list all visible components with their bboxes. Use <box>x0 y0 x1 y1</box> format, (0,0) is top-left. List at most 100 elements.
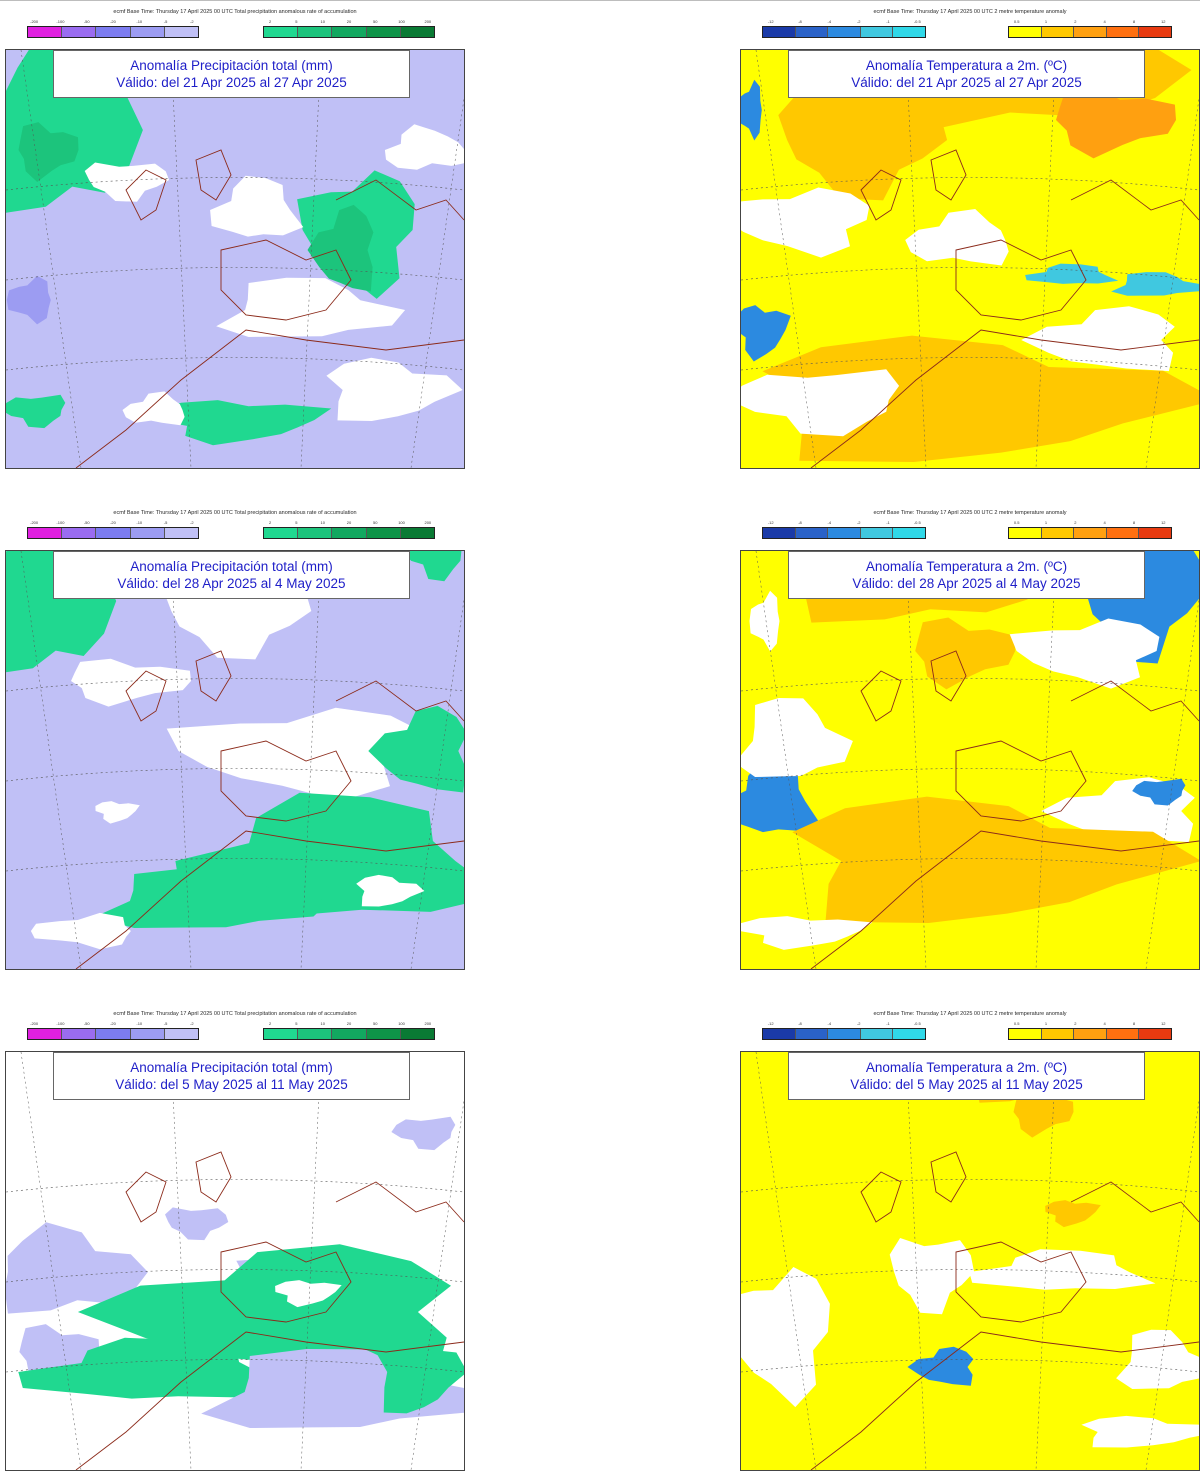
colorbar-tick-label: -0.5 <box>913 520 921 525</box>
anomaly-region <box>1021 306 1175 372</box>
anomaly-region <box>1081 1415 1199 1448</box>
panel-header: ecmf Base Time: Thursday 17 April 2025 0… <box>113 510 357 516</box>
colorbar-tick-label: 2 <box>1074 520 1077 525</box>
anomaly-region <box>741 1267 830 1408</box>
validity-period: Válido: del 21 Apr 2025 al 27 Apr 2025 <box>116 75 347 90</box>
colorbar-tick-label: -5 <box>163 19 168 24</box>
anomaly-region <box>153 400 332 446</box>
anomaly-region <box>889 1238 975 1315</box>
colorbar-swatch <box>264 1029 299 1039</box>
anomaly-region <box>6 1222 148 1314</box>
colorbar-tick-label: 200 <box>424 520 432 525</box>
colorbar-tick-label: -200 <box>30 19 39 24</box>
colorbar-swatch <box>860 27 894 37</box>
anomaly-region <box>18 1337 298 1399</box>
colorbar-tick-label: -20 <box>110 1021 116 1026</box>
colorbar-tick-label: -12 <box>767 1021 774 1026</box>
coastline <box>75 149 464 468</box>
colorbar-tick-label: -10 <box>136 520 143 525</box>
colorbar <box>1008 1028 1172 1040</box>
colorbar-tick-label: -12 <box>767 19 774 24</box>
latitude-line <box>6 357 464 371</box>
colorbar-swatch <box>264 27 299 37</box>
validity-period: Válido: del 5 May 2025 al 11 May 2025 <box>115 1077 348 1092</box>
anomaly-region <box>210 175 304 237</box>
colorbar-swatch <box>28 528 63 538</box>
colorbar-tick-label: 1 <box>1044 19 1048 24</box>
latitude-line <box>6 1179 464 1193</box>
colorbar-tick-label: 50 <box>373 19 378 24</box>
map-title-box: Anomalía Precipitación total (mm) Válido:… <box>53 50 410 98</box>
anomaly-region <box>326 357 463 421</box>
colorbar-tick-label: 2 <box>269 1021 272 1026</box>
coastline <box>1070 1181 1199 1223</box>
colorbar-swatch <box>62 528 97 538</box>
colorbar-tick-label: 10 <box>320 19 325 24</box>
anomaly-region <box>30 912 131 950</box>
colorbar-tick-label: 50 <box>373 1021 378 1026</box>
colorbar-swatch <box>366 27 401 37</box>
map-title: Anomalía Temperatura a 2m. (ºC) <box>865 1060 1068 1075</box>
anomaly-map: Anomalía Precipitación total (mm) Válido:… <box>5 550 465 970</box>
top-divider <box>0 0 1200 1</box>
colorbar-tick-label: -4 <box>827 520 832 525</box>
validity-period: Válido: del 28 Apr 2025 al 4 May 2025 <box>117 576 346 591</box>
validity-period: Válido: del 28 Apr 2025 al 4 May 2025 <box>852 576 1081 591</box>
latitude-line <box>741 267 1199 281</box>
colorbar-tick-label: -2 <box>190 19 194 24</box>
panel-header: ecmf Base Time: Thursday 17 April 2025 0… <box>873 1011 1067 1017</box>
colorbar-swatch <box>298 528 333 538</box>
anomaly-region <box>1025 263 1119 284</box>
anomaly-region <box>749 590 780 652</box>
colorbar-tick-label: 100 <box>398 1021 405 1026</box>
map-title: Anomalía Precipitación total (mm) <box>130 1060 333 1075</box>
coastline <box>75 650 464 969</box>
colorbar-tick-label: -100 <box>56 1021 65 1026</box>
colorbar-tick-label: -2 <box>190 520 194 525</box>
colorbar-tick-label: 200 <box>424 19 432 24</box>
colorbar-tick-label: -12 <box>767 520 774 525</box>
coastline <box>1070 179 1199 221</box>
colorbar-swatch <box>1074 528 1107 538</box>
anomaly-region <box>6 275 51 325</box>
colorbar-tick-label: -1 <box>886 19 890 24</box>
anomaly-region <box>741 369 900 437</box>
anomaly-region <box>165 1207 229 1241</box>
colorbar-swatch <box>893 528 925 538</box>
colorbar-tick-label: 12 <box>1161 520 1166 525</box>
colorbar <box>762 26 926 38</box>
colorbar-swatch <box>1106 528 1140 538</box>
map-title: Anomalía Temperatura a 2m. (ºC) <box>865 58 1068 73</box>
coastline <box>810 149 1199 468</box>
anomaly-region <box>905 209 1009 266</box>
colorbar-tick-label: 2 <box>269 520 272 525</box>
colorbar-swatch <box>828 27 861 37</box>
colorbar-swatch <box>96 528 131 538</box>
anomaly-region <box>275 1280 342 1308</box>
latitude-line <box>6 1269 464 1283</box>
colorbar-tick-label: 2 <box>269 19 272 24</box>
anomaly-region <box>122 391 185 426</box>
colorbar-swatch <box>1041 27 1075 37</box>
colorbar-tick-label: 12 <box>1161 1021 1166 1026</box>
latitude-line <box>741 858 1199 872</box>
colorbar-swatch <box>400 27 435 37</box>
colorbar-swatch <box>795 1029 829 1039</box>
anomaly-region <box>95 801 140 824</box>
colorbar-swatch <box>298 1029 333 1039</box>
longitude-line <box>1145 598 1199 969</box>
anomaly-map: Anomalía Temperatura a 2m. (ºC) Válido: d… <box>740 49 1200 469</box>
longitude-line <box>1145 1099 1199 1470</box>
anomaly-region <box>741 305 791 362</box>
colorbar-tick-label: -100 <box>56 520 65 525</box>
colorbar-tick-label: 50 <box>373 520 378 525</box>
colorbar-swatch <box>96 27 131 37</box>
colorbar <box>1008 527 1172 539</box>
map-title: Anomalía Temperatura a 2m. (ºC) <box>865 559 1068 574</box>
colorbar-tick-label: 2 <box>1074 1021 1077 1026</box>
colorbar-tick-label: -50 <box>83 520 90 525</box>
anomaly-map: Anomalía Precipitación total (mm) Válido:… <box>5 49 465 469</box>
latitude-line <box>741 1359 1199 1373</box>
colorbar-swatch <box>62 1029 97 1039</box>
map-title: Anomalía Precipitación total (mm) <box>130 58 333 73</box>
